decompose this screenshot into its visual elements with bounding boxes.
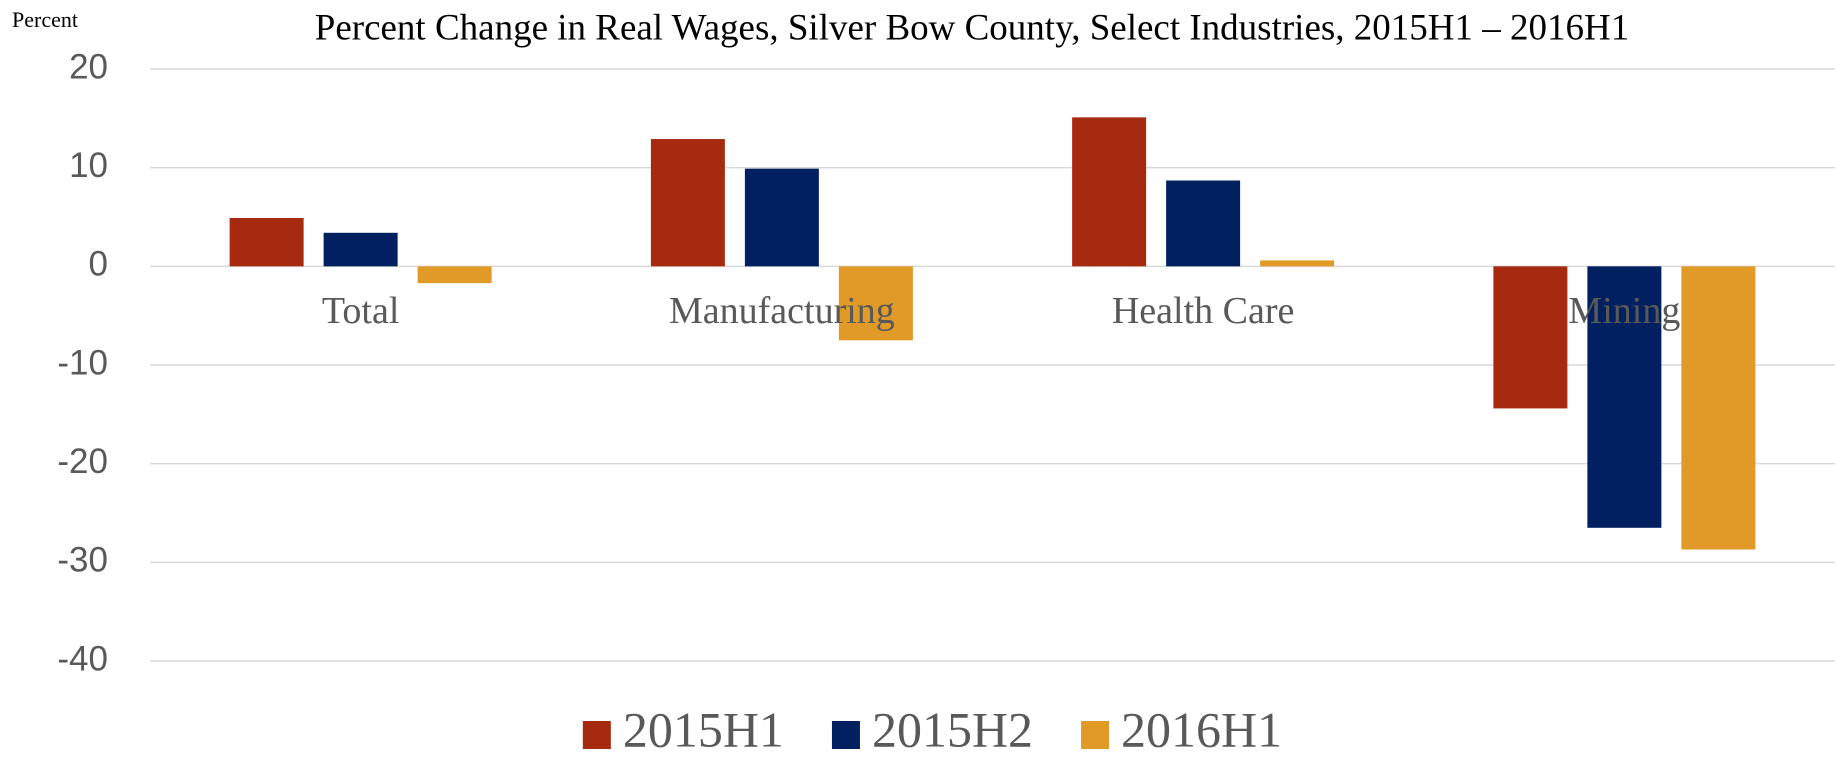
bar <box>1260 260 1335 267</box>
y-tick-label: -30 <box>57 541 108 580</box>
x-tick-label: Mining <box>1568 290 1680 332</box>
bar <box>650 139 725 267</box>
bar <box>417 266 492 284</box>
y-tick-label: -40 <box>57 639 108 678</box>
legend-label: 2016H1 <box>1121 701 1282 757</box>
x-tick-label: Total <box>322 290 400 332</box>
legend-label: 2015H2 <box>872 701 1033 757</box>
bar <box>1166 180 1241 267</box>
y-tick-label: 0 <box>89 245 108 284</box>
y-tick-label: -10 <box>57 343 108 382</box>
bar <box>744 168 819 267</box>
bar <box>229 217 304 267</box>
legend-swatch <box>831 721 860 749</box>
y-tick-label: -20 <box>57 442 108 481</box>
bar <box>1681 266 1756 550</box>
chart-title: Percent Change in Real Wages, Silver Bow… <box>315 7 1629 48</box>
bar <box>1587 266 1662 528</box>
x-tick-label: Health Care <box>1112 290 1295 332</box>
legend-label: 2015H1 <box>623 701 784 757</box>
y-axis-label: Percent <box>12 7 78 32</box>
bar <box>838 266 913 341</box>
legend-swatch <box>1081 721 1110 749</box>
x-tick-label: Manufacturing <box>669 290 895 332</box>
bar <box>1072 117 1147 267</box>
bar <box>323 232 398 267</box>
y-tick-label: 20 <box>69 47 108 86</box>
legend-swatch <box>582 721 611 749</box>
y-tick-label: 10 <box>69 146 108 185</box>
bar <box>1493 266 1568 409</box>
